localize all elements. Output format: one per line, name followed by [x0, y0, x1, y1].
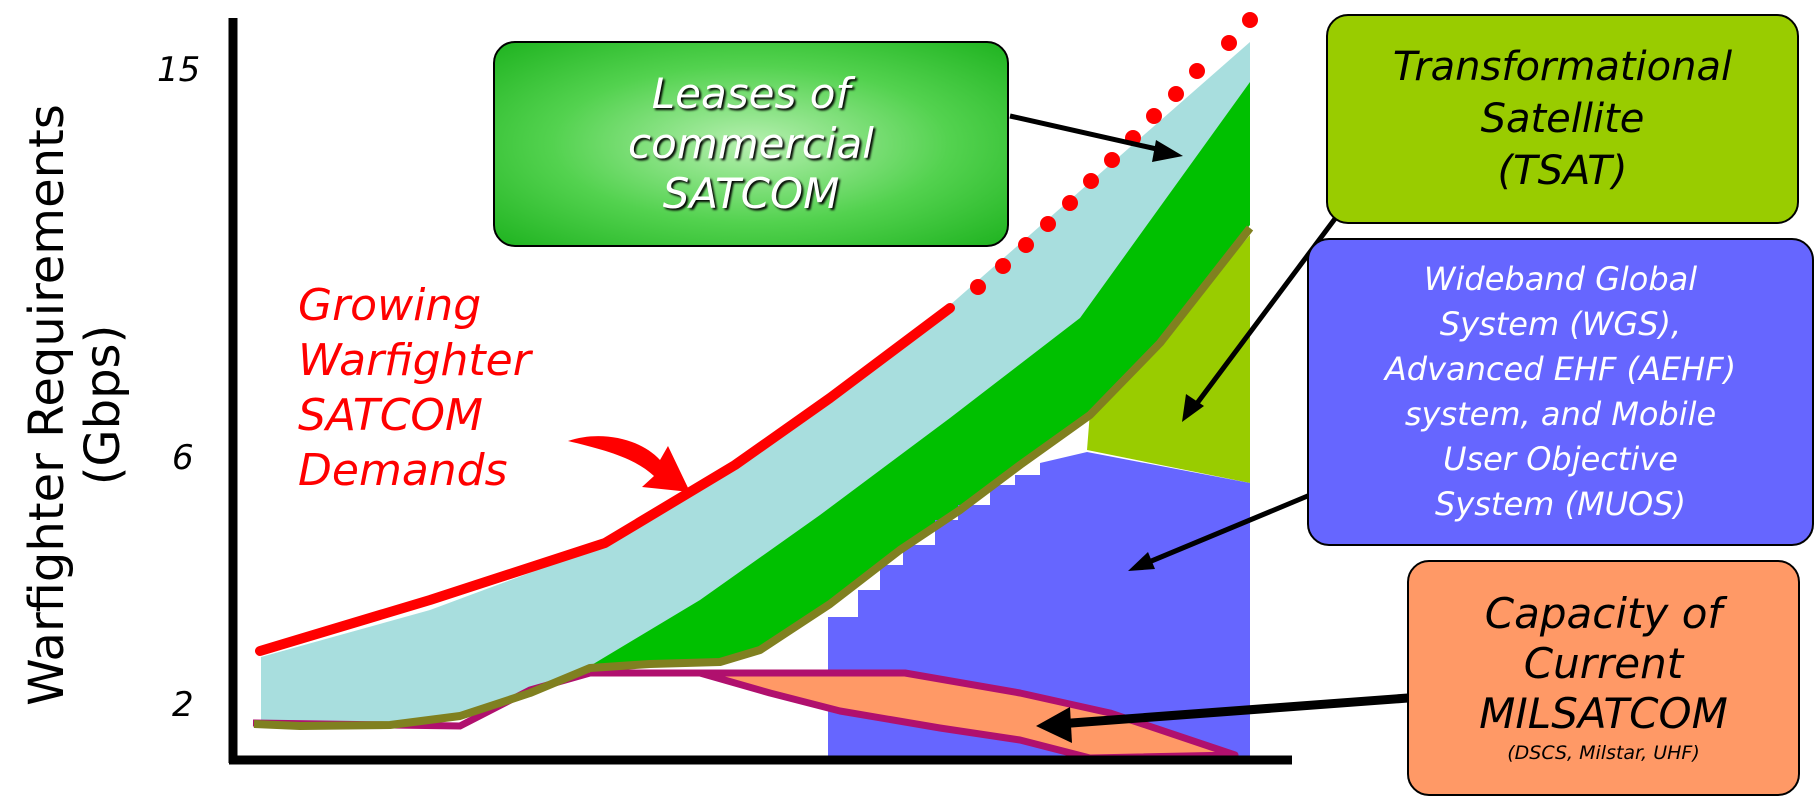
demand-projection-dots [970, 12, 1258, 295]
y-tick-15: 15 [157, 50, 201, 90]
current-capacity-line [253, 225, 1254, 730]
y-axis-label: Warfighter Requirements (Gbps) [0, 0, 150, 801]
milsatcom-callout: Capacity of Current MILSATCOM (DSCS, Mil… [1407, 560, 1800, 796]
milsatcom-area [590, 669, 1239, 762]
leases-callout: Leases of commercial SATCOM [493, 41, 1009, 247]
milsatcom-note: (DSCS, Milstar, UHF) [1507, 742, 1700, 764]
wgs-callout: Wideband Global System (WGS), Advanced E… [1307, 238, 1814, 546]
y-tick-6: 6 [172, 438, 194, 478]
tsat-callout: Transformational Satellite (TSAT) [1326, 14, 1799, 224]
demand-line [255, 303, 955, 656]
demand-label: Growing Warfighter SATCOM Demands [298, 280, 531, 496]
y-tick-2: 2 [172, 685, 194, 725]
callout-arrows [1009, 113, 1409, 743]
tsat-area [1087, 235, 1250, 483]
demand-swoosh-arrow [568, 436, 690, 492]
y-axis-title: Warfighter Requirements [19, 104, 75, 706]
y-axis-unit: (Gbps) [75, 324, 131, 486]
